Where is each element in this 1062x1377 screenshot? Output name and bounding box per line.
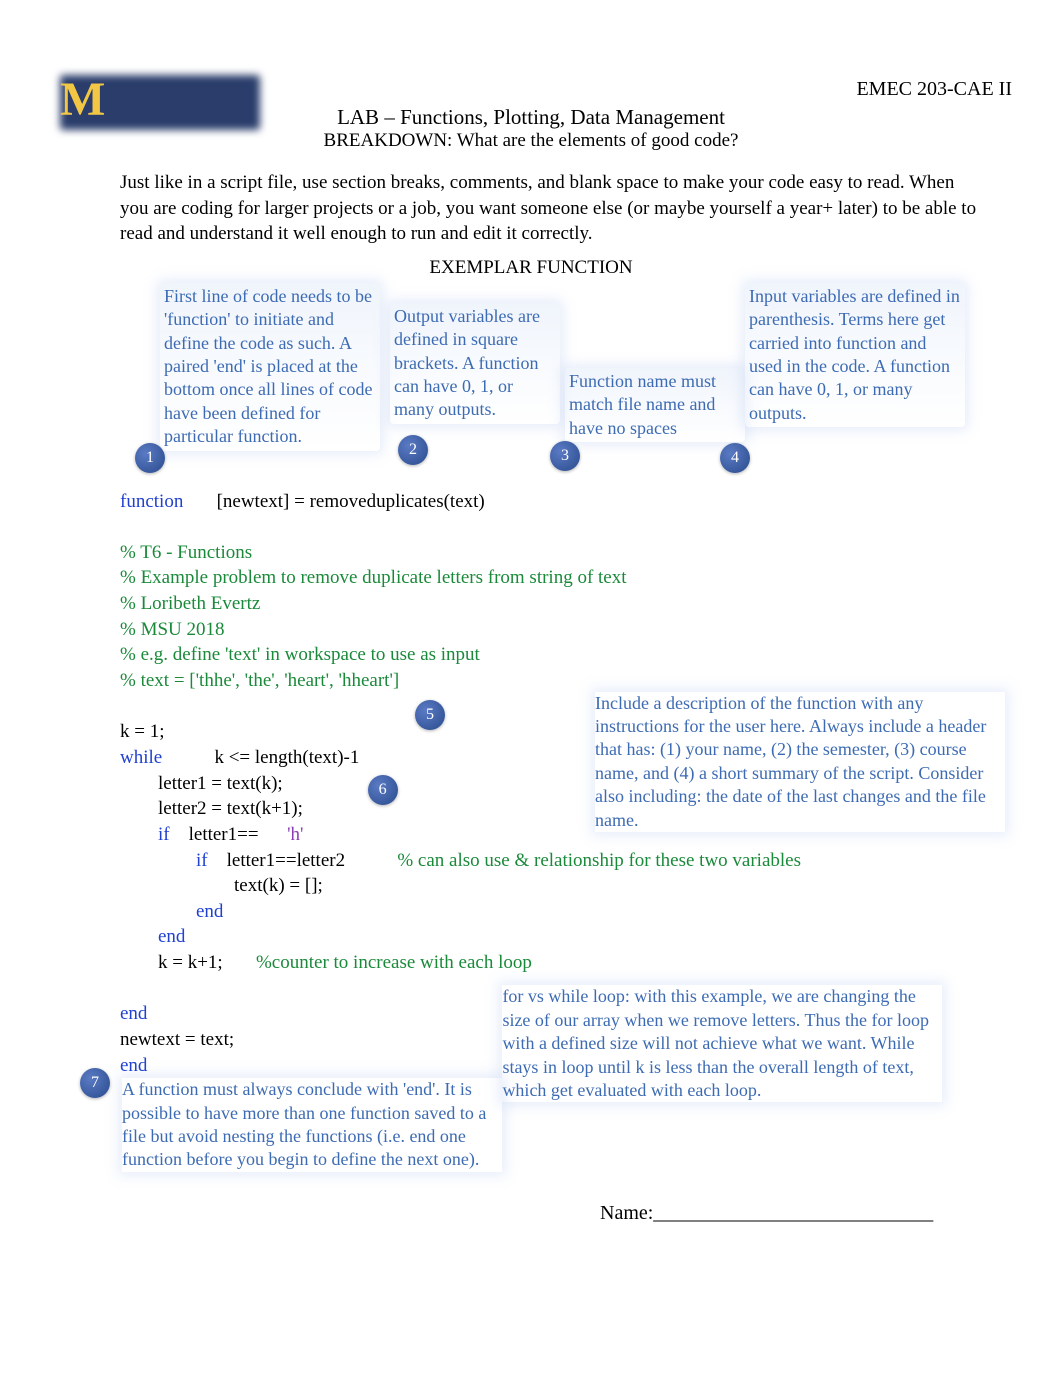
- exemplar-heading: EXEMPLAR FUNCTION: [40, 257, 1022, 279]
- code-line: letter1==: [170, 824, 259, 845]
- annotation-5: Include a description of the function wi…: [595, 692, 1005, 832]
- badge-7: 7: [80, 1068, 110, 1098]
- logo-letter: M: [60, 72, 105, 127]
- intro-paragraph: Just like in a script file, use section …: [120, 170, 982, 247]
- code-line: newtext = text;: [120, 1029, 234, 1050]
- kw-function: function: [120, 491, 183, 512]
- annotation-2: Output variables are defined in square b…: [390, 303, 560, 424]
- annotation-row-top: First line of code needs to be 'function…: [105, 283, 992, 463]
- string-literal: 'h': [259, 824, 304, 845]
- kw-end: end: [120, 1003, 147, 1024]
- code-line: letter1==letter2: [208, 850, 346, 871]
- comment-line: % T6 - Functions: [120, 542, 252, 563]
- code-line: k <= length(text)-1: [162, 747, 359, 768]
- comment-inline: % can also use & relationship for these …: [345, 850, 801, 871]
- annotation-6: for vs while loop: with this example, we…: [502, 985, 942, 1102]
- fn-signature: [newtext] = removeduplicates(text): [183, 491, 484, 512]
- badge-2: 2: [398, 435, 428, 465]
- kw-end: end: [120, 901, 223, 922]
- code-line: letter1 = text(k);: [120, 773, 283, 794]
- comment-inline: %counter to increase with each loop: [223, 952, 532, 973]
- kw-end: end: [120, 926, 185, 947]
- code-block: function [newtext] = removeduplicates(te…: [120, 463, 982, 1078]
- kw-if: if: [120, 824, 170, 845]
- code-line: letter2 = text(k+1);: [120, 798, 303, 819]
- kw-end: end: [120, 1055, 147, 1076]
- comment-line: % e.g. define 'text' in workspace to use…: [120, 644, 480, 665]
- badge-6: 6: [368, 775, 398, 805]
- course-code: EMEC 203-CAE II: [856, 78, 1012, 101]
- code-line: k = k+1;: [120, 952, 223, 973]
- code-line: text(k) = [];: [120, 875, 323, 896]
- annotation-4: Input variables are defined in parenthes…: [745, 283, 965, 427]
- comment-line: % MSU 2018: [120, 619, 225, 640]
- annotation-1: First line of code needs to be 'function…: [160, 283, 380, 451]
- name-field-label: Name:____________________________: [600, 1202, 1022, 1225]
- comment-line: % text = ['thhe', 'the', 'heart', 'hhear…: [120, 670, 399, 691]
- kw-if-nested: if: [120, 850, 208, 871]
- lab-subtitle: BREAKDOWN: What are the elements of good…: [40, 130, 1022, 152]
- badge-5: 5: [415, 700, 445, 730]
- comment-line: % Loribeth Evertz: [120, 593, 260, 614]
- comment-line: % Example problem to remove duplicate le…: [120, 567, 627, 588]
- annotation-3: Function name must match file name and h…: [565, 368, 745, 442]
- annotation-7: A function must always conclude with 'en…: [122, 1078, 502, 1172]
